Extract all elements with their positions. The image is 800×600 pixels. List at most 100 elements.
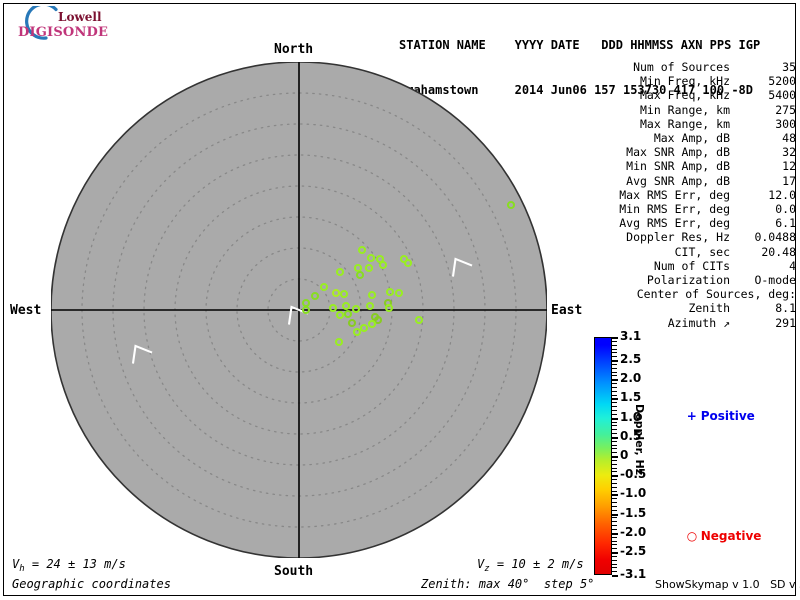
horizontal-velocity-annotation: Vh = 24 ± 13 m/s — [12, 557, 126, 574]
parameter-value: 12 — [782, 159, 796, 174]
vertical-velocity-annotation: Vz = 10 ± 2 m/s — [477, 557, 584, 574]
colorbar-minor-tick — [612, 421, 617, 423]
source-point[interactable] — [334, 337, 344, 347]
parameter-row: Avg RMS Err, deg 6.1 — [560, 216, 796, 230]
source-point[interactable] — [394, 288, 404, 298]
colorbar-minor-tick — [612, 371, 617, 373]
colorbar-minor-tick — [612, 486, 617, 488]
parameter-label: Min RMS Err, deg — [619, 202, 730, 217]
source-point[interactable] — [355, 270, 365, 280]
parameter-value: 35 — [782, 60, 796, 74]
source-point[interactable] — [357, 245, 367, 255]
parameter-row: Max Freq, kHz 5400 — [560, 88, 796, 102]
colorbar-major-tick — [612, 552, 618, 554]
parameter-row: Max Amp, dB 48 — [560, 131, 796, 145]
vh-value: = 24 ± 13 m/s — [24, 557, 126, 571]
lowell-digisonde-logo: Lowell DIGISONDE — [16, 6, 126, 44]
source-point[interactable] — [367, 319, 377, 329]
colorbar-tick-labels: 3.1 2.5 2.0 1.5 1.0 0.5 0 -0.5 -1.0 -1.5 -2.0 -2.5 -… — [620, 329, 660, 582]
source-point[interactable] — [399, 254, 409, 264]
legend-positive: + Positive — [670, 395, 755, 437]
source-point[interactable] — [375, 254, 385, 264]
source-point[interactable] — [310, 291, 320, 301]
colorbar-minor-tick — [612, 352, 617, 354]
source-point[interactable] — [403, 258, 413, 268]
parameter-row: Min RMS Err, deg 0.0 — [560, 202, 796, 216]
parameter-value: O-mode — [754, 273, 796, 288]
colorbar-minor-tick — [612, 452, 617, 454]
colorbar-minor-tick — [612, 356, 617, 358]
source-point[interactable] — [366, 253, 376, 263]
source-point[interactable] — [378, 260, 388, 270]
source-point[interactable] — [506, 200, 516, 210]
legend-negative: ○ Negative — [670, 515, 762, 557]
source-point[interactable] — [373, 315, 383, 325]
source-point[interactable] — [351, 304, 361, 314]
source-point[interactable] — [384, 303, 394, 313]
colorbar-major-tick — [612, 398, 618, 401]
skymap-plot[interactable] — [51, 62, 547, 558]
source-point[interactable] — [352, 327, 362, 337]
colorbar-title: Doppler, Hz — [633, 404, 646, 476]
colorbar-minor-tick — [612, 544, 617, 546]
colorbar-minor-tick — [612, 540, 617, 542]
drift-arrow-icon — [131, 344, 153, 364]
colorbar-major-tick — [612, 337, 618, 339]
source-point[interactable] — [301, 305, 311, 315]
colorbar-major-tick — [612, 360, 618, 362]
center-of-sources-label: Azimuth ↗ — [667, 315, 730, 330]
circle-marker-icon: ○ — [686, 529, 698, 543]
colorbar-minor-tick — [612, 502, 617, 504]
colorbar-tick-label: -1.0 — [620, 486, 647, 501]
colorbar-minor-tick — [612, 490, 617, 492]
parameter-label: Polarization — [646, 273, 730, 288]
parameter-value: 0.0 — [775, 202, 796, 217]
source-point[interactable] — [335, 267, 345, 277]
colorbar-major-tick — [612, 575, 618, 577]
parameter-row: Polarization O-mode — [560, 273, 796, 287]
source-point[interactable] — [385, 287, 395, 297]
colorbar-major-tick — [612, 379, 618, 382]
parameter-row: Num of Sources 35 — [560, 60, 796, 74]
source-point[interactable] — [353, 263, 363, 273]
center-of-sources-value: 8.1 — [775, 301, 796, 316]
center-of-sources-heading-text: Center of Sources, deg: — [636, 287, 796, 302]
colorbar-minor-tick — [612, 375, 617, 377]
page-border — [3, 3, 796, 596]
source-point[interactable] — [335, 310, 345, 320]
source-point[interactable] — [365, 301, 375, 311]
parameter-value: 5400 — [768, 88, 796, 103]
colorbar-minor-tick — [612, 448, 617, 450]
logo-lowell-text: Lowell — [58, 10, 102, 24]
center-of-sources-row: Azimuth ↗ 291 — [560, 316, 796, 330]
source-point[interactable] — [367, 290, 377, 300]
source-point[interactable] — [331, 288, 341, 298]
source-point[interactable] — [414, 315, 424, 325]
source-point[interactable] — [319, 282, 329, 292]
source-point[interactable] — [364, 263, 374, 273]
colorbar-minor-tick — [612, 571, 617, 573]
source-point[interactable] — [341, 301, 351, 311]
center-of-sources-value: 291 — [775, 315, 796, 330]
colorbar-minor-tick — [612, 440, 617, 442]
parameter-label: Max SNR Amp, dB — [626, 145, 730, 160]
parameter-label: Avg SNR Amp, dB — [626, 173, 730, 188]
parameter-value: 48 — [782, 131, 796, 146]
parameter-value: 20.48 — [761, 244, 796, 259]
parameter-value: 300 — [775, 116, 796, 131]
colorbar-minor-tick — [612, 548, 617, 550]
source-point[interactable] — [359, 323, 369, 333]
source-point[interactable] — [328, 303, 338, 313]
source-point[interactable] — [347, 318, 357, 328]
source-point[interactable] — [339, 289, 349, 299]
colorbar-minor-tick — [612, 413, 617, 415]
source-point[interactable] — [343, 309, 353, 319]
parameter-label: Doppler Res, Hz — [626, 230, 730, 245]
plus-marker-icon: + — [686, 409, 697, 423]
skymap-canvas[interactable] — [51, 62, 547, 558]
parameter-value: 0.0488 — [754, 230, 796, 245]
parameter-row: Max SNR Amp, dB 32 — [560, 145, 796, 159]
colorbar-tick-label: -1.5 — [620, 505, 647, 520]
legend-positive-label: Positive — [700, 409, 755, 423]
center-of-sources-row: Zenith 8.1 — [560, 301, 796, 315]
